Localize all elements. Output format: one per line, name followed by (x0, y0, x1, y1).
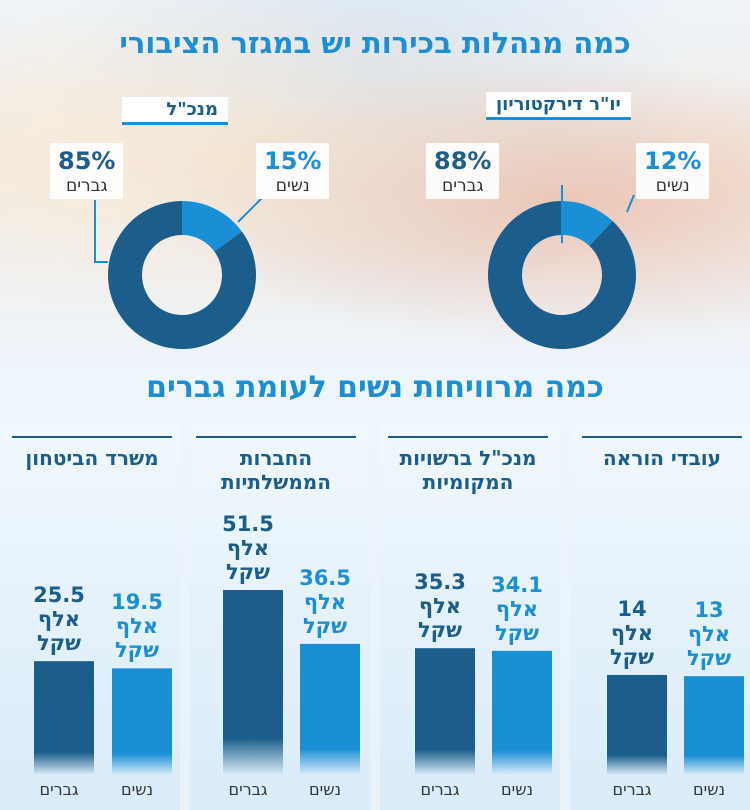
value-number: 19.5 (111, 590, 163, 615)
value-number: 14 (617, 596, 647, 621)
bar-value-men: 14 אלף שקל (597, 597, 667, 669)
bar-women (112, 668, 172, 775)
value-currency: שקל (686, 646, 732, 671)
bar-women (492, 650, 552, 775)
bar-value-women: 34.1 אלף שקל (482, 573, 552, 645)
value-unit: אלף (418, 594, 462, 619)
value-unit: אלף (687, 622, 731, 647)
value-currency: שקל (417, 618, 463, 643)
donut-slice-men (488, 201, 636, 349)
donut-slice-men (108, 201, 257, 350)
leader-line (237, 197, 263, 223)
bar-value-women: 19.5 אלף שקל (102, 590, 172, 662)
pct-name: גברים (441, 176, 484, 196)
bar-label-women: נשים (121, 780, 153, 799)
bar-label-women: נשים (693, 780, 725, 799)
value-currency: שקל (609, 644, 655, 669)
value-currency: שקל (494, 620, 540, 645)
value-number: 36.5 (299, 565, 351, 590)
donut-label-chair: יו"ר דירקטוריון (486, 92, 631, 120)
donut-charts (94, 185, 636, 350)
bar-men (223, 590, 283, 775)
value-number: 35.3 (414, 570, 466, 595)
bar-value-men: 51.5 אלף שקל (213, 512, 283, 584)
value-unit: אלף (226, 536, 270, 560)
value-currency: שקל (225, 560, 271, 584)
bar-value-men: 35.3 אלף שקל (405, 570, 475, 642)
pct-value: 12% (644, 147, 702, 175)
pct-name: נשים (275, 176, 310, 196)
bar-label-women: נשים (309, 780, 341, 799)
value-unit: אלף (115, 614, 159, 639)
donut-slice-women (562, 201, 613, 246)
value-currency: שקל (114, 638, 160, 663)
value-unit: אלף (37, 607, 81, 632)
bar-label-women: נשים (501, 780, 533, 799)
pct-name: נשים (655, 176, 690, 196)
leader-line (94, 200, 108, 263)
bar-label-men: גברים (612, 780, 652, 799)
pct-box-chair-men: 88% גברים (426, 143, 500, 199)
bar-label-men: גברים (39, 780, 79, 799)
bar-value-men: 25.5 אלף שקל (24, 583, 94, 655)
value-currency: שקל (302, 613, 348, 638)
donut-ceo (108, 200, 257, 350)
value-unit: אלף (495, 596, 539, 621)
donut-chair (488, 201, 636, 349)
group-title-local-ceo: מנכ"ל ברשויות המקומיות (388, 436, 548, 494)
value-unit: אלף (303, 589, 347, 614)
group-title-defense: משרד הביטחון (12, 436, 172, 470)
value-currency: שקל (36, 631, 82, 656)
value-number: 13 (694, 598, 724, 623)
bar-value-women: 13 אלף שקל (674, 598, 744, 670)
bar-women (300, 643, 360, 775)
section-title: כמה מרוויחות נשים לעומת גברים (146, 370, 604, 405)
pct-value: 88% (434, 147, 492, 175)
bar-women (684, 676, 744, 775)
donut-slice-women (182, 200, 242, 252)
value-number: 25.5 (33, 583, 85, 608)
bar-value-women: 36.5 אלף שקל (290, 566, 360, 638)
leader-line (626, 194, 635, 213)
pct-box-ceo-women: 15% נשים (256, 143, 330, 199)
group-title-teachers: עובדי הוראה (582, 436, 742, 470)
pct-name: גברים (65, 176, 108, 196)
bar-men (607, 674, 667, 775)
pct-box-ceo-men: 85% גברים (50, 143, 124, 199)
value-unit: אלף (610, 620, 654, 645)
pct-value: 85% (58, 147, 116, 175)
donut-label-ceo: מנכ"ל (122, 97, 228, 125)
top-title: כמה מנהלות בכירות יש במגזר הציבורי (119, 26, 631, 60)
bar-label-men: גברים (420, 780, 460, 799)
pct-value: 15% (264, 147, 322, 175)
pct-box-chair-women: 12% נשים (636, 143, 710, 199)
value-number: 51.5 (222, 512, 274, 536)
group-title-gov-companies: החברות הממשלתיות (196, 436, 356, 494)
value-number: 34.1 (491, 572, 543, 597)
bar-men (34, 661, 94, 775)
bar-label-men: גברים (228, 780, 268, 799)
bar-men (415, 648, 475, 775)
